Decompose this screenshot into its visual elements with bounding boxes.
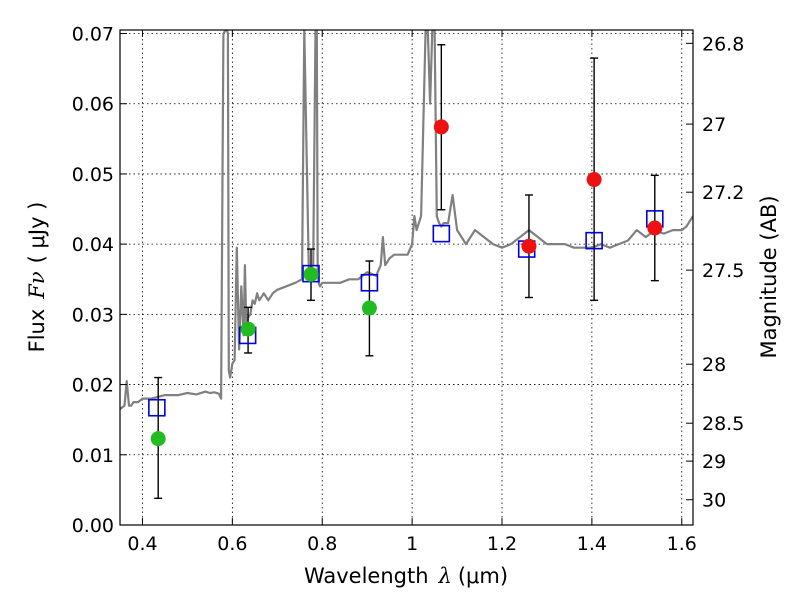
y-tick-label: 0.05	[72, 164, 114, 186]
observed-point	[521, 238, 537, 254]
y-tick-label: 0.02	[72, 375, 114, 397]
y-tick-label: 0.00	[72, 515, 114, 537]
y-axis-label: Flux Fν ( μJy )	[25, 202, 49, 353]
x-tick-label: 1.4	[577, 533, 607, 555]
y2-tick-label: 27.2	[702, 182, 744, 204]
observed-point	[150, 431, 166, 447]
y2-tick-label: 30	[702, 490, 726, 512]
y-tick-label: 0.07	[72, 24, 114, 46]
observed-point	[303, 266, 319, 282]
x-axis-label-symbol: λ	[438, 564, 452, 588]
x-tick-label: 1.2	[487, 533, 517, 555]
x-axis-label-unit: (μm)	[458, 564, 508, 588]
y-tick-label: 0.06	[72, 94, 114, 116]
observed-point	[586, 172, 602, 188]
grid	[120, 30, 693, 525]
x-axis-label-text: Wavelength	[304, 564, 429, 588]
y-axis-label-symbol: Fν	[25, 271, 49, 300]
observed-point	[361, 300, 377, 316]
x-axis-label: Wavelength λ (μm)	[304, 564, 508, 588]
y2-tick-label: 27.5	[702, 260, 744, 282]
y-axis-label-text: Flux	[25, 309, 49, 353]
model-square-point	[585, 231, 603, 250]
y-axis-label-unit: ( μJy )	[25, 202, 49, 264]
y-axis-left: 0.00 0.01 0.02 0.03 0.04 0.05 0.06 0.07	[72, 24, 127, 537]
model-square-point	[360, 273, 379, 292]
model-square-point	[148, 398, 166, 417]
y-tick-label: 0.01	[72, 445, 114, 467]
x-axis: 0.4 0.6 0.8 1 1.2 1.4 1.6	[127, 30, 697, 555]
y2-tick-label: 29	[702, 451, 726, 473]
y-axis-right-magnitude: 26.8 27 27.2 27.5 28 28.5 29 30	[686, 33, 744, 512]
y2-axis-label: Magnitude (AB)	[757, 195, 781, 358]
y2-tick-label: 28.5	[702, 413, 744, 435]
model-square-point	[432, 224, 451, 243]
y-tick-label: 0.04	[72, 234, 114, 256]
plot-area	[120, 30, 693, 500]
y2-tick-label: 27	[702, 114, 726, 136]
x-tick-label: 1	[406, 533, 418, 555]
observed-point	[433, 119, 449, 135]
observed-point	[647, 220, 663, 236]
x-tick-label: 0.4	[127, 533, 157, 555]
y2-tick-label: 28	[702, 354, 726, 376]
y2-tick-label: 26.8	[702, 33, 744, 55]
x-tick-label: 0.6	[217, 533, 247, 555]
plot-frame	[119, 29, 694, 526]
spectrum-line	[120, 30, 693, 410]
y-tick-label: 0.03	[72, 304, 114, 326]
x-tick-label: 0.8	[307, 533, 337, 555]
x-tick-label: 1.6	[667, 533, 697, 555]
observed-point	[240, 321, 256, 337]
